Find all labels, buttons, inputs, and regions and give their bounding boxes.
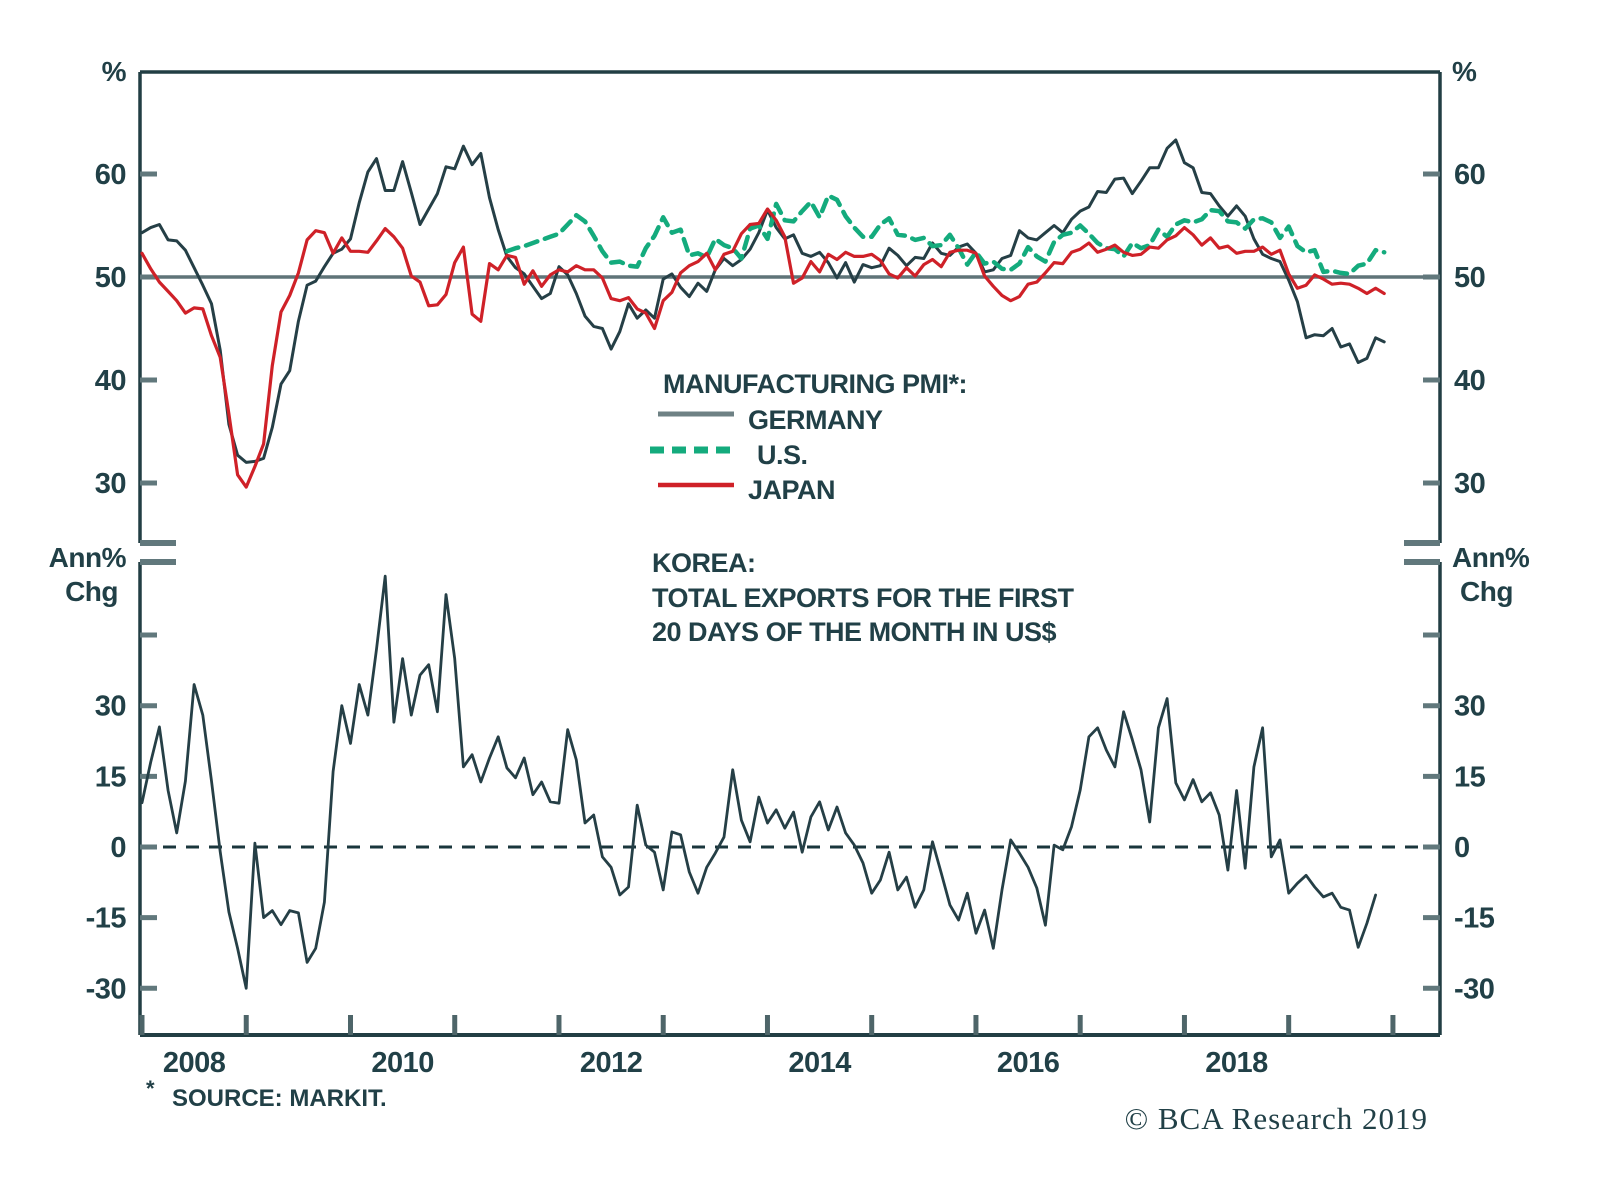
bottom-unit-label-left-line2: Chg [65,576,118,607]
y-tick-label-left: 30 [95,691,126,723]
y-tick-label-right: -30 [1454,973,1494,1005]
top-unit-label-right: % [1452,56,1477,87]
y-tick-label-right: 15 [1454,761,1486,793]
y-tick-label-left: -15 [86,903,127,935]
y-tick-label-right: 30 [1454,691,1485,723]
y-tick-label-right: 50 [1454,262,1485,294]
y-tick-label-left: 15 [95,761,127,793]
x-year-label: 2016 [997,1047,1060,1079]
korea-annotation-line3: 20 DAYS OF THE MONTH IN US$ [652,617,1057,647]
x-year-label: 2010 [371,1047,434,1079]
y-tick-label-right: -15 [1454,903,1495,935]
x-year-label: 2012 [580,1047,643,1079]
x-year-label: 2018 [1205,1047,1268,1079]
japan-pmi-line [140,207,1386,489]
x-year-label: 2014 [788,1047,851,1079]
bottom-unit-label-right-line1: Ann% [1452,542,1530,573]
korea-annotation-line1: KOREA: [652,548,756,578]
x-year-label: 2008 [163,1047,226,1079]
legend-label-japan: JAPAN [748,475,835,505]
legend-label-germany: GERMANY [748,405,883,435]
legend-label-us: U.S. [757,440,808,470]
y-tick-label-left: 60 [95,159,126,191]
bottom-unit-label-right-line2: Chg [1460,576,1513,607]
germany-pmi-line [140,138,1386,464]
y-tick-label-right: 40 [1454,365,1485,397]
bca-research-logo: © BCA Research 2019 [1125,1101,1428,1136]
us-pmi-line [504,193,1387,277]
series-layer [140,138,1387,990]
y-tick-label-left: 50 [95,262,126,294]
tick-labels-layer: 60 60 50 50 40 40 30 30 30 30 15 15 0 0 -15 -15 -30 -30 20… [86,159,1496,1079]
y-tick-label-left: 30 [95,468,126,500]
y-tick-label-left: 40 [95,365,126,397]
bottom-unit-label-left-line1: Ann% [49,542,127,573]
top-unit-label-left: % [102,56,127,87]
y-tick-label-left: -30 [86,973,126,1005]
legend-title: MANUFACTURING PMI*: [663,369,967,399]
source-asterisk: * [146,1076,155,1101]
y-tick-label-right: 60 [1454,159,1485,191]
korea-annotation-line2: TOTAL EXPORTS FOR THE FIRST [652,583,1075,613]
y-tick-label-right: 30 [1454,468,1485,500]
source-note: SOURCE: MARKIT. [172,1085,387,1112]
y-tick-label-right: 0 [1454,832,1470,864]
y-tick-label-left: 0 [110,832,126,864]
axes-layer [138,70,1442,1037]
korea-exports-line [140,574,1377,990]
